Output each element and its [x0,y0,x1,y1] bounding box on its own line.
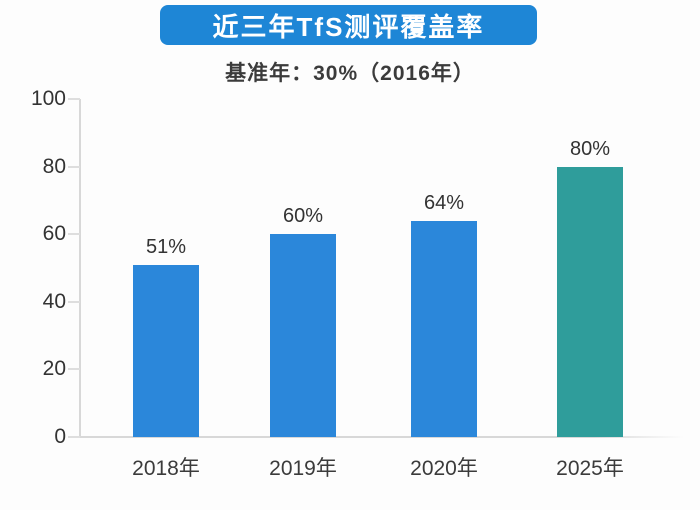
y-tick-mark [68,98,80,100]
x-tick-label: 2019年 [269,457,337,480]
chart-title-banner: 近三年TfS测评覆盖率 [160,5,537,45]
x-axis-line [79,436,684,438]
chart-subtitle: 基准年：30%（2016年） [225,62,475,85]
y-tick-mark [68,368,80,371]
bar-2020年 [411,220,477,437]
y-tick-mark [68,436,80,438]
x-tick-label: 2020年 [410,457,478,480]
bar-value-label: 80% [569,137,611,160]
bar-2018年 [133,264,199,437]
y-tick-label: 0 [54,425,66,448]
bar-2019年 [270,234,336,437]
bar-2025年 [557,166,623,437]
x-tick-label: 2018年 [132,457,200,480]
y-tick-label: 60 [42,222,66,246]
bar-value-label: 64% [423,191,465,214]
y-tick-label: 80 [42,154,66,178]
y-tick-mark [68,165,80,168]
y-tick-label: 100 [30,87,66,110]
y-tick-mark [68,300,80,303]
y-tick-mark [68,233,80,236]
y-axis-line [79,99,81,438]
x-tick-label: 2025年 [556,457,624,480]
bar-value-label: 60% [282,205,324,228]
y-tick-label: 40 [42,289,66,313]
bar-value-label: 51% [145,235,187,258]
y-tick-label: 20 [42,357,66,381]
